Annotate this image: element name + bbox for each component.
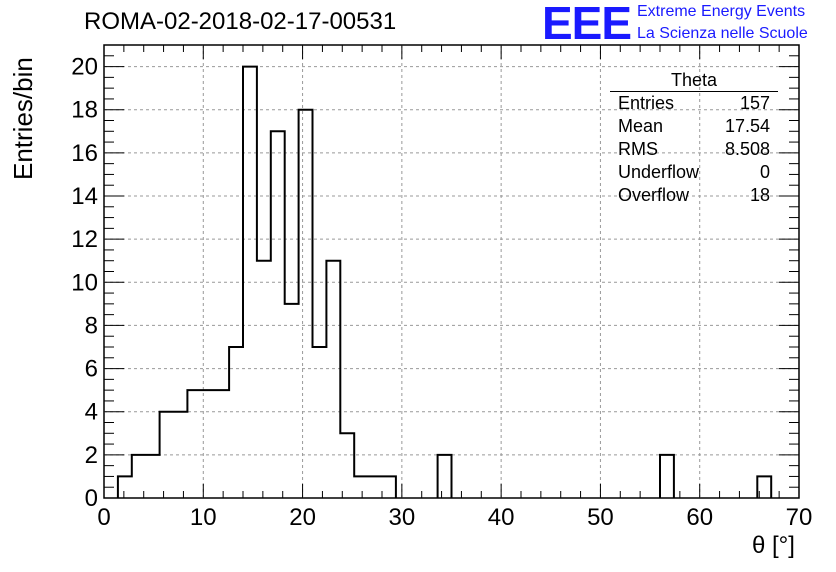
stats-title: Theta [610,70,778,92]
histogram-bin [326,261,340,498]
y-tick-label: 10 [71,269,98,296]
x-tick-label: 0 [97,504,110,531]
histogram-bin [160,412,174,498]
histogram-bin [660,455,674,498]
stats-row-entries: Entries 157 [610,92,778,115]
stats-label: RMS [618,139,658,159]
histogram-bin [229,347,243,498]
stats-value: 17.54 [724,116,770,136]
x-tick-label: 60 [686,504,713,531]
y-axis-label: Entries/bin [8,57,38,180]
stats-label: Underflow [618,162,700,182]
y-tick-label: 18 [71,97,98,124]
y-tick-label: 2 [85,442,98,469]
stats-row-mean: Mean 17.54 [610,115,778,138]
histogram-bin [382,476,396,498]
eee-logo: EEE [542,0,632,49]
histogram-bin [354,476,368,498]
stats-label: Entries [618,93,675,113]
histogram-bin [215,390,229,498]
x-tick-label: 10 [190,504,217,531]
histogram-bin [187,390,201,498]
x-tick-label: 70 [786,504,813,531]
y-axis: 0 2 4 6 8 10 12 14 16 18 20 [71,44,799,512]
histogram-bin [299,110,313,498]
histogram-bin [257,261,271,498]
logo-line-2: La Scienza nelle Scuole [637,25,808,42]
x-axis-label: θ [°] [752,532,795,559]
histogram-bin [271,131,285,498]
x-tick-label: 30 [389,504,416,531]
stats-row-rms: RMS 8.508 [610,138,778,161]
x-tick-label: 20 [289,504,316,531]
stats-value: 18 [749,185,770,205]
x-tick-label: 40 [488,504,515,531]
stats-value: 157 [739,93,770,113]
stats-box: Theta Entries 157 Mean 17.54 RMS 8.508 U… [610,70,778,207]
y-tick-label: 8 [85,312,98,339]
grid-lines [104,45,799,498]
histogram-bin [243,67,257,498]
stats-value: 8.508 [724,139,770,159]
histogram-bin [340,433,354,498]
y-tick-label: 14 [71,183,98,210]
x-axis: 0 10 20 30 40 50 60 70 [97,45,812,531]
stats-label: Mean [618,116,664,136]
stats-row-overflow: Overflow 18 [610,184,778,207]
histogram-bin [201,390,215,498]
stats-value: 0 [759,162,770,182]
histogram-bin [146,455,160,498]
stats-label: Overflow [618,185,690,205]
y-tick-label: 4 [85,399,98,426]
stats-row-underflow: Underflow 0 [610,161,778,184]
histogram-bin [285,304,299,498]
logo-line-1: Extreme Energy Events [637,3,806,20]
y-tick-label: 12 [71,226,98,253]
histogram-bin [174,412,188,498]
histogram-bin [313,347,327,498]
histogram-bin [368,476,382,498]
y-tick-label: 0 [85,485,98,512]
y-tick-label: 16 [71,140,98,167]
histogram-bin [118,476,132,498]
histogram-bin [438,455,452,498]
chart-title: ROMA-02-2018-02-17-00531 [84,8,397,35]
histogram-bin [757,476,771,498]
histogram-outline [116,65,773,498]
x-tick-label: 50 [587,504,614,531]
y-tick-label: 20 [71,54,98,81]
y-tick-label: 6 [85,356,98,383]
histogram-bin [132,455,146,498]
